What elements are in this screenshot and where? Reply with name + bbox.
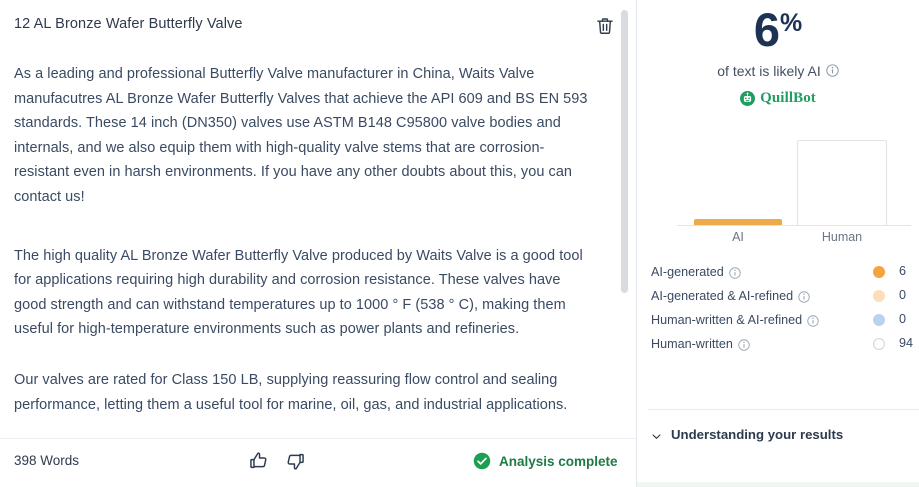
chevron-down-icon[interactable] bbox=[651, 429, 662, 440]
chart-plot-area: AI Human bbox=[679, 135, 909, 244]
info-icon[interactable] bbox=[798, 290, 810, 303]
document-footer: 398 Words bbox=[0, 438, 636, 487]
legend-label: Human-written bbox=[651, 337, 733, 351]
results-legend: AI-generated 6 AI-generated & AI-refined bbox=[637, 260, 919, 356]
results-panel: 6 % of text is likely AI bbox=[637, 0, 919, 487]
thumbs-down-icon[interactable] bbox=[284, 450, 306, 472]
info-icon[interactable] bbox=[826, 64, 839, 77]
analysis-status-text: Analysis complete bbox=[499, 453, 618, 469]
document-scroll-area[interactable]: 12 AL Bronze Wafer Butterfly Valve As a … bbox=[0, 0, 636, 439]
document-paragraph: The high quality AL Bronze Wafer Butterf… bbox=[14, 247, 583, 338]
legend-value: 94 bbox=[899, 336, 914, 350]
ai-score-percent-sign: % bbox=[779, 9, 803, 37]
legend-color-swatch bbox=[873, 266, 885, 278]
chart-tick-label-ai: AI bbox=[732, 230, 744, 244]
ai-score-caption: of text is likely AI bbox=[637, 63, 919, 79]
chart-axis-line bbox=[677, 225, 911, 226]
ai-score-caption-text: of text is likely AI bbox=[717, 62, 821, 79]
ai-score-summary: 6 % of text is likely AI bbox=[637, 3, 919, 107]
check-circle-icon bbox=[473, 452, 491, 470]
feedback-controls bbox=[248, 450, 306, 472]
legend-label: Human-written & AI-refined bbox=[651, 313, 803, 327]
document-paragraph: Our valves are rated for Class 150 LB, s… bbox=[14, 371, 568, 413]
legend-row-ai-generated-ai-refined[interactable]: AI-generated & AI-refined 0 bbox=[637, 284, 919, 308]
quillbot-logo-icon bbox=[740, 90, 756, 106]
legend-label: AI-generated & AI-refined bbox=[651, 289, 794, 303]
info-icon[interactable] bbox=[738, 338, 750, 351]
document-scrollbar[interactable] bbox=[618, 0, 630, 439]
accordion-label: Understanding your results bbox=[671, 427, 844, 442]
document-body[interactable]: As a leading and professional Butterfly … bbox=[14, 62, 592, 417]
legend-value: 0 bbox=[899, 288, 907, 302]
document-panel: 12 AL Bronze Wafer Butterfly Valve As a … bbox=[0, 0, 637, 487]
trash-icon[interactable] bbox=[595, 16, 615, 36]
brand-lockup: QuillBot bbox=[637, 90, 919, 107]
results-divider bbox=[648, 409, 919, 410]
brand-name: QuillBot bbox=[760, 89, 816, 106]
info-icon[interactable] bbox=[807, 314, 819, 327]
legend-color-swatch bbox=[873, 290, 885, 302]
legend-color-swatch bbox=[873, 338, 885, 350]
legend-row-human-written-ai-refined[interactable]: Human-written & AI-refined 0 bbox=[637, 308, 919, 332]
legend-row-ai-generated[interactable]: AI-generated 6 bbox=[637, 260, 919, 284]
ai-score: 6 % bbox=[753, 3, 803, 56]
ai-human-bar-chart: AI Human bbox=[637, 135, 919, 247]
chart-tick-label-human: Human bbox=[821, 230, 863, 244]
info-icon[interactable] bbox=[729, 266, 741, 279]
document-paragraph: As a leading and professional Butterfly … bbox=[14, 66, 588, 205]
document-title: 12 AL Bronze Wafer Butterfly Valve bbox=[14, 16, 243, 32]
bottom-accent-strip bbox=[637, 482, 919, 487]
understanding-your-results-accordion[interactable]: Understanding your results bbox=[651, 427, 843, 442]
analysis-status: Analysis complete bbox=[473, 452, 618, 470]
thumbs-up-icon[interactable] bbox=[248, 450, 270, 472]
bar-ai bbox=[694, 219, 782, 225]
scrollbar-thumb[interactable] bbox=[621, 10, 628, 293]
legend-color-swatch bbox=[873, 314, 885, 326]
legend-label: AI-generated bbox=[651, 265, 724, 279]
legend-row-human-written[interactable]: Human-written 94 bbox=[637, 332, 919, 356]
word-count: 398 Words bbox=[14, 453, 80, 468]
bar-human bbox=[797, 140, 887, 225]
ai-score-number: 6 bbox=[753, 3, 780, 56]
legend-value: 0 bbox=[899, 312, 907, 326]
legend-value: 6 bbox=[899, 264, 907, 278]
